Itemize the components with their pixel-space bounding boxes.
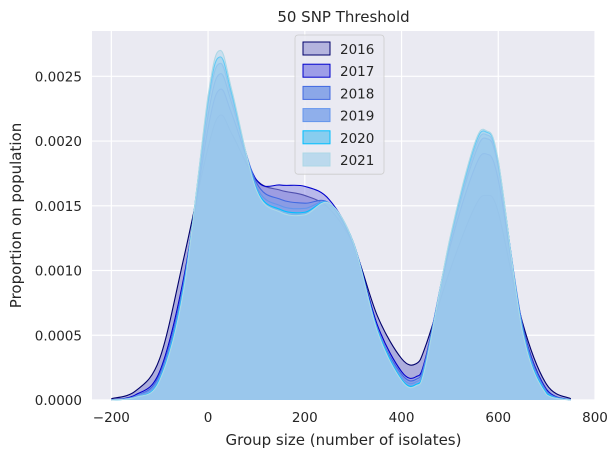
series-area-2021 [111, 50, 571, 400]
series-areas [111, 49, 572, 401]
legend-label-2017: 2017 [340, 64, 374, 80]
legend-swatch-2020 [302, 130, 331, 145]
y-tick-label: 0.0000 [35, 393, 82, 409]
y-axis-title: Proportion on population [7, 123, 25, 308]
x-axis-ticks: −200 0 200 400 600 800 [93, 410, 607, 426]
legend-swatch-2017 [302, 63, 331, 78]
legend-swatch-2019 [302, 108, 331, 123]
y-tick-label: 0.0015 [35, 199, 82, 215]
y-tick-label: 0.0005 [35, 328, 82, 344]
x-axis-title: Group size (number of isolates) [226, 431, 462, 449]
y-tick-label: 0.0010 [35, 264, 82, 280]
x-tick-label: −200 [93, 410, 130, 426]
y-tick-label: 0.0025 [35, 69, 82, 85]
x-tick-label: 0 [204, 410, 213, 426]
x-tick-label: 600 [485, 410, 511, 426]
y-tick-label: 0.0020 [35, 134, 82, 150]
legend-label-2021: 2021 [340, 153, 374, 169]
legend-label-2016: 2016 [340, 42, 374, 58]
chart-title: 50 SNP Threshold [277, 8, 409, 26]
legend: 2016 2017 2018 2019 2020 2021 [294, 34, 385, 175]
x-tick-label: 800 [582, 410, 607, 426]
legend-swatch-2016 [302, 41, 331, 56]
legend-swatch-2018 [302, 85, 331, 100]
y-axis-ticks: 0.0000 0.0005 0.0010 0.0015 0.0020 0.0025 [35, 69, 82, 409]
legend-label-2020: 2020 [340, 131, 374, 147]
legend-swatch-2021 [302, 152, 331, 167]
x-tick-label: 400 [389, 410, 415, 426]
legend-label-2019: 2019 [340, 109, 374, 125]
legend-label-2018: 2018 [340, 86, 374, 102]
x-tick-label: 200 [292, 410, 318, 426]
series-line-2021 [111, 49, 571, 401]
